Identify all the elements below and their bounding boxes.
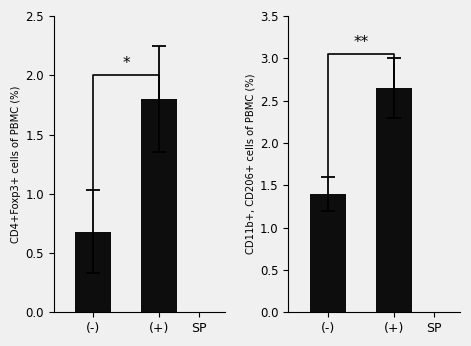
Bar	[75, 231, 111, 312]
Bar	[141, 99, 177, 312]
Text: **: **	[353, 35, 369, 50]
Bar	[310, 194, 346, 312]
Text: *: *	[122, 56, 130, 71]
Y-axis label: CD4+Foxp3+ cells of PBMC (%): CD4+Foxp3+ cells of PBMC (%)	[11, 85, 21, 243]
Y-axis label: CD11b+, CD206+ cells of PBMC (%): CD11b+, CD206+ cells of PBMC (%)	[246, 74, 256, 254]
Bar	[376, 88, 412, 312]
